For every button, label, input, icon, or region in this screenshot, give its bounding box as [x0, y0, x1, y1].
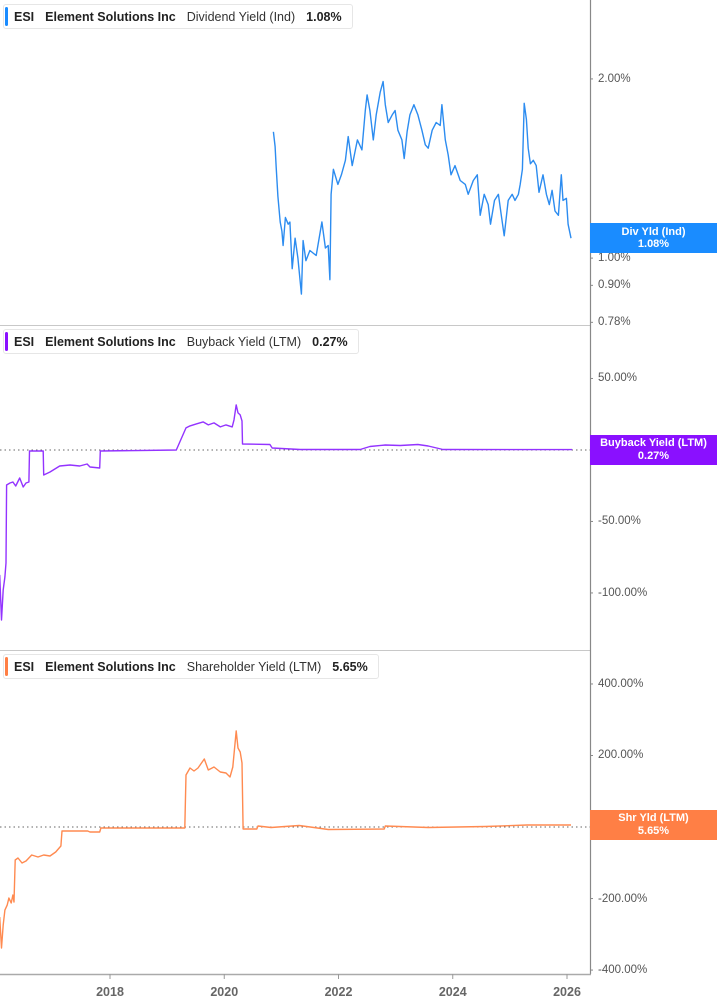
- company-name: Element Solutions Inc: [45, 659, 176, 674]
- y-tick-label: 1.00%: [598, 252, 631, 265]
- ticker-label: ESI: [14, 9, 35, 24]
- tag-value: 1.08%: [637, 238, 670, 251]
- y-tick-label: 0.90%: [598, 279, 631, 292]
- current-value-tag-shareholder: Shr Yld (LTM) 5.65%: [590, 809, 717, 840]
- axis-ticks: [109, 78, 593, 979]
- y-tick-label: -400.00%: [598, 964, 648, 977]
- dividend-yield-line[interactable]: [272, 80, 572, 295]
- series-lines: [0, 80, 573, 949]
- metric-value: 5.65%: [332, 659, 368, 674]
- buyback-yield-line[interactable]: [0, 404, 573, 621]
- tag-label: Shr Yld (LTM): [618, 812, 689, 825]
- x-tick-label: 2018: [96, 985, 124, 999]
- x-tick-label: 2024: [438, 985, 467, 999]
- metric-name: Buyback Yield (LTM): [186, 334, 302, 349]
- legend-shareholder-yield[interactable]: ESI Element Solutions Inc Shareholder Yi…: [3, 654, 379, 679]
- legend-dividend-yield[interactable]: ESI Element Solutions Inc Dividend Yield…: [3, 4, 353, 29]
- zero-lines: [0, 449, 590, 828]
- metric-name: Dividend Yield (Ind): [186, 9, 296, 24]
- tag-label: Div Yld (Ind): [621, 225, 686, 238]
- ticker-label: ESI: [14, 659, 35, 674]
- metric-value: 0.27%: [312, 334, 348, 349]
- y-tick-label: 0.78%: [598, 316, 631, 329]
- tag-value: 0.27%: [637, 449, 670, 462]
- ticker-label: ESI: [14, 334, 35, 349]
- current-value-tag-buyback: Buyback Yield (LTM) 0.27%: [590, 434, 717, 465]
- tag-label: Buyback Yield (LTM): [600, 437, 707, 450]
- y-tick-label: 400.00%: [598, 677, 644, 690]
- company-name: Element Solutions Inc: [45, 9, 176, 24]
- y-tick-label: 200.00%: [598, 749, 644, 762]
- x-tick-label: 2022: [324, 985, 353, 999]
- y-tick-label: 50.00%: [598, 372, 638, 385]
- y-tick-label: -200.00%: [598, 892, 648, 905]
- current-value-tag-dividend: Div Yld (Ind) 1.08%: [590, 223, 717, 254]
- metric-name: Shareholder Yield (LTM): [186, 659, 322, 674]
- x-tick-label: 2020: [210, 985, 239, 999]
- y-tick-label: -50.00%: [598, 515, 641, 528]
- series-color-marker: [5, 7, 8, 26]
- legend-buyback-yield[interactable]: ESI Element Solutions Inc Buyback Yield …: [3, 329, 359, 354]
- series-color-marker: [5, 657, 8, 676]
- x-tick-label: 2026: [553, 985, 581, 999]
- y-tick-label: 2.00%: [598, 72, 631, 85]
- series-color-marker: [5, 332, 8, 351]
- company-name: Element Solutions Inc: [45, 334, 176, 349]
- shareholder-yield-line[interactable]: [0, 730, 571, 949]
- metric-value: 1.08%: [306, 9, 342, 24]
- tag-value: 5.65%: [637, 824, 670, 837]
- y-tick-label: -100.00%: [598, 586, 648, 599]
